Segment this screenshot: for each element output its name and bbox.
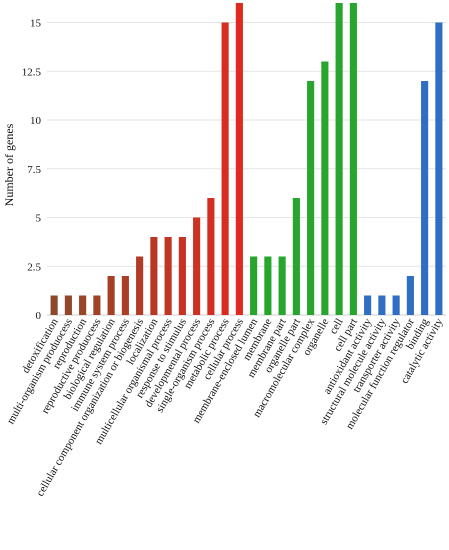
bar xyxy=(50,295,58,315)
bar xyxy=(164,237,172,315)
bar xyxy=(150,237,158,315)
bar xyxy=(307,81,315,315)
y-tick-label: 2.5 xyxy=(27,261,41,273)
bar xyxy=(235,3,243,315)
bar xyxy=(193,217,201,315)
bar xyxy=(378,295,386,315)
bar xyxy=(364,295,372,315)
bar xyxy=(292,198,300,315)
y-tick-label: 12.5 xyxy=(22,66,42,78)
bar-layer xyxy=(50,3,443,315)
bar xyxy=(421,81,429,315)
bar xyxy=(178,237,186,315)
y-tick-label: 7.5 xyxy=(27,164,41,176)
bar xyxy=(392,295,400,315)
bar xyxy=(64,295,72,315)
axis-layer: 0 2.5 5 7.5 10 12.5 15 xyxy=(22,18,446,322)
bar xyxy=(278,256,286,315)
bar xyxy=(321,61,329,315)
bar xyxy=(349,3,357,315)
bar xyxy=(121,276,129,315)
bar xyxy=(406,276,414,315)
bar xyxy=(136,256,144,315)
bar xyxy=(107,276,115,315)
bar xyxy=(93,295,101,315)
bar xyxy=(207,198,215,315)
bar xyxy=(435,22,443,315)
bar xyxy=(250,256,258,315)
y-axis-title: Number of genes xyxy=(2,123,16,206)
y-tick-label: 5 xyxy=(36,213,42,225)
bar xyxy=(221,22,229,315)
bar xyxy=(264,256,272,315)
y-tick-label: 0 xyxy=(36,310,42,322)
grid-layer xyxy=(47,22,446,316)
bar xyxy=(335,3,343,315)
bar xyxy=(79,295,87,315)
y-tick-label: 10 xyxy=(30,115,42,127)
y-tick-label: 15 xyxy=(30,18,42,30)
